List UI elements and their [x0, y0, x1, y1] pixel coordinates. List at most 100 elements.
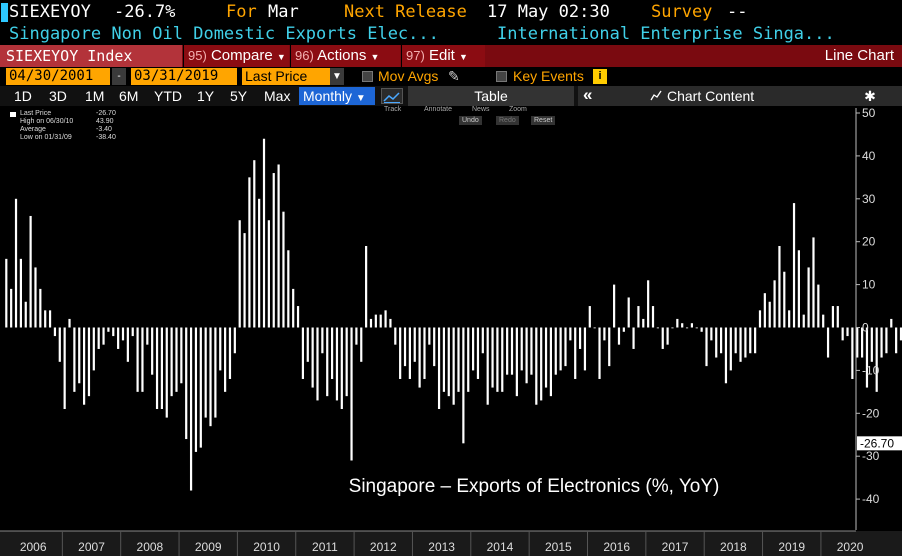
bar	[399, 327, 402, 379]
mov-avgs-checkbox[interactable]	[362, 71, 373, 82]
bar	[501, 327, 504, 392]
bar	[126, 327, 129, 362]
x-tick-label: 2008	[137, 540, 164, 554]
bar	[58, 327, 61, 362]
bar	[476, 327, 480, 379]
bar	[666, 327, 669, 345]
chart-content-button[interactable]: « Chart Content	[578, 86, 858, 106]
bar	[754, 327, 757, 354]
bar	[739, 327, 742, 362]
collapse-icon[interactable]: «	[583, 86, 593, 104]
bar	[384, 310, 387, 328]
chart-area[interactable]: 50 40 30 20 10 0 -10 -20 -30 -40 -26.70 2006 2007 20…	[0, 106, 902, 556]
period-6m[interactable]: 6M	[119, 88, 139, 104]
chart-legend: Last Price -26.70 High on 06/30/10 43.90 A…	[10, 110, 116, 142]
track-tool[interactable]: Track	[384, 106, 402, 113]
bar	[885, 327, 888, 354]
bar	[671, 327, 674, 329]
bar	[467, 327, 470, 392]
y-tick-label: 0	[862, 321, 869, 335]
period-max[interactable]: Max	[264, 88, 291, 104]
bar	[340, 327, 343, 410]
bar	[865, 327, 869, 388]
bar	[146, 327, 149, 345]
bar	[870, 327, 873, 362]
bar	[403, 327, 407, 367]
table-button[interactable]: Table	[408, 86, 574, 106]
end-date-field[interactable]: 03/31/2019	[131, 68, 237, 85]
bar	[185, 327, 188, 440]
bar	[700, 327, 703, 332]
field-select[interactable]: Last Price	[242, 68, 330, 85]
key-events-checkbox[interactable]	[496, 71, 507, 82]
chevron-down-icon[interactable]: ▼	[330, 68, 344, 85]
bar	[724, 327, 728, 384]
line-chart-icon[interactable]	[381, 88, 403, 104]
actions-button[interactable]: 96) Actions ▼	[290, 45, 400, 67]
bar	[267, 220, 270, 328]
bar	[637, 306, 640, 328]
period-5y[interactable]: 5Y	[230, 88, 248, 104]
chart-title: Singapore – Exports of Electronics (%, Y…	[349, 476, 720, 497]
bar	[890, 318, 893, 328]
zoom-tool[interactable]: Zoom	[509, 106, 527, 113]
bar	[68, 318, 71, 328]
bar	[355, 327, 358, 345]
security-description: Singapore Non Oil Domestic Exports Elec.…	[9, 24, 439, 44]
redo-button[interactable]: Redo	[496, 116, 519, 125]
chart-type-label[interactable]: Line Chart	[824, 47, 894, 64]
period-3d[interactable]: 3D	[49, 88, 67, 104]
compare-button[interactable]: 95) Compare ▼	[183, 45, 289, 67]
bar	[681, 323, 684, 328]
bar	[578, 327, 582, 349]
bar	[768, 301, 771, 328]
period-bar: 1D 3D 1M 6M YTD 1Y 5Y Max Monthly ▼ Tabl…	[0, 86, 902, 106]
bar	[496, 327, 499, 392]
period-ytd[interactable]: YTD	[154, 88, 182, 104]
bar	[326, 327, 329, 397]
security-field[interactable]: SIEXEYOY Index	[0, 45, 182, 67]
legend-value: -38.40	[96, 134, 116, 141]
table-label: Table	[474, 88, 508, 104]
reset-button[interactable]: Reset	[531, 116, 556, 125]
start-date-field[interactable]: 04/30/2001	[6, 68, 110, 85]
bar	[617, 327, 621, 345]
compare-label: Compare	[210, 47, 273, 64]
period-1d[interactable]: 1D	[14, 88, 32, 104]
gear-icon[interactable]: ✱	[838, 86, 902, 106]
info-icon[interactable]: i	[593, 69, 607, 84]
bar	[651, 306, 655, 328]
bar	[369, 318, 373, 328]
frequency-select[interactable]: Monthly ▼	[299, 87, 375, 105]
bar	[685, 327, 689, 329]
news-tool[interactable]: News	[472, 106, 490, 113]
bar	[899, 327, 902, 341]
bar	[321, 327, 324, 354]
x-tick-label: 2010	[253, 540, 280, 554]
key-events-label: Key Events	[513, 68, 584, 84]
bar	[520, 327, 523, 371]
bar	[282, 211, 285, 328]
undo-button[interactable]: Undo	[459, 116, 482, 125]
period-1m[interactable]: 1M	[85, 88, 105, 104]
bar	[535, 327, 538, 405]
compare-number: 95)	[188, 48, 207, 63]
bar	[389, 318, 392, 328]
period-1y[interactable]: 1Y	[197, 88, 215, 104]
bar	[744, 327, 747, 358]
x-tick-label: 2015	[545, 540, 572, 554]
pencil-icon[interactable]: ✎	[448, 68, 460, 84]
bar	[175, 327, 178, 392]
annotate-tool[interactable]: Annotate	[424, 106, 453, 113]
bar	[141, 327, 144, 392]
edit-button[interactable]: 97) Edit ▼	[401, 45, 485, 67]
ticker-code[interactable]: SIEXEYOY	[9, 2, 91, 22]
y-tick-label: -20	[862, 406, 880, 420]
legend-value: 43.90	[96, 118, 114, 125]
x-tick-label: 2013	[428, 540, 455, 554]
bar	[647, 280, 650, 328]
bar	[642, 318, 645, 328]
bar	[841, 327, 844, 341]
bar	[695, 327, 698, 329]
legend-label: Average	[20, 126, 46, 133]
